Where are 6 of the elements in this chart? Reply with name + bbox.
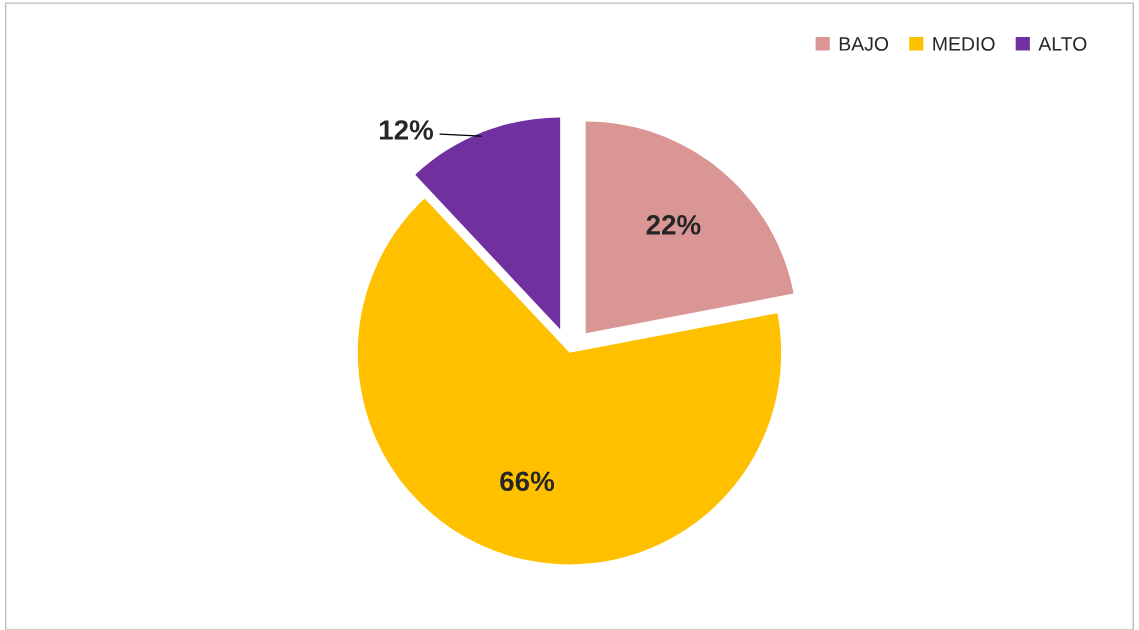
data-label: 66% — [500, 471, 555, 492]
legend-label: BAJO — [839, 37, 889, 51]
legend-label: MEDIO — [933, 37, 995, 51]
data-label: 22% — [646, 215, 701, 235]
data-label: 12% — [379, 120, 434, 140]
legend-label: ALTO — [1038, 37, 1087, 51]
